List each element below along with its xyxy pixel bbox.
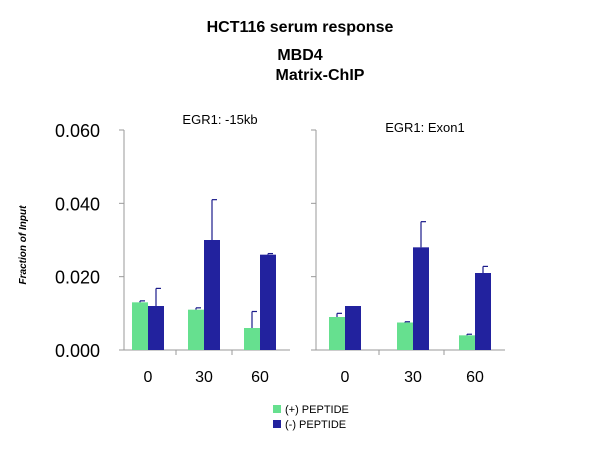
y-tick-label: 0.020: [55, 268, 100, 288]
legend-swatch-plus: [273, 405, 281, 413]
y-axis-label: Fraction of Input: [18, 205, 29, 285]
y-tick-label: 0.000: [55, 341, 100, 361]
panel-title: EGR1: -15kb: [182, 112, 257, 127]
bar: [132, 302, 148, 350]
plot-area: 0.000 0.020 0.040 0.060 EGR1: -15kb 0 30 60 EGR1…: [55, 112, 505, 386]
bar: [188, 309, 204, 350]
y-tick-label: 0.040: [55, 194, 100, 214]
bar: [413, 247, 429, 350]
bar: [329, 317, 345, 350]
bar: [260, 254, 276, 350]
bar: [475, 273, 491, 350]
legend-label-minus: (-) PEPTIDE: [285, 419, 346, 431]
x-tick-label: 60: [251, 369, 269, 386]
panel-title: EGR1: Exon1: [385, 120, 465, 135]
legend-label-plus: (+) PEPTIDE: [285, 404, 349, 416]
bar: [459, 335, 475, 350]
x-tick-label: 60: [466, 369, 484, 386]
chart-subtitle-2: Matrix-ChIP: [276, 67, 365, 84]
legend: (+) PEPTIDE (-) PEPTIDE: [273, 404, 349, 431]
bar: [244, 328, 260, 350]
x-tick-label: 0: [341, 369, 350, 386]
chart-title: HCT116 serum response: [207, 19, 394, 36]
chart-subtitle-1: MBD4: [277, 47, 322, 64]
bar: [397, 322, 413, 350]
x-tick-label: 30: [404, 369, 422, 386]
bar: [148, 306, 164, 350]
x-tick-label: 30: [195, 369, 213, 386]
bar: [204, 240, 220, 350]
y-tick-label: 0.060: [55, 121, 100, 141]
bar: [345, 306, 361, 350]
legend-swatch-minus: [273, 420, 281, 428]
x-tick-label: 0: [144, 369, 153, 386]
